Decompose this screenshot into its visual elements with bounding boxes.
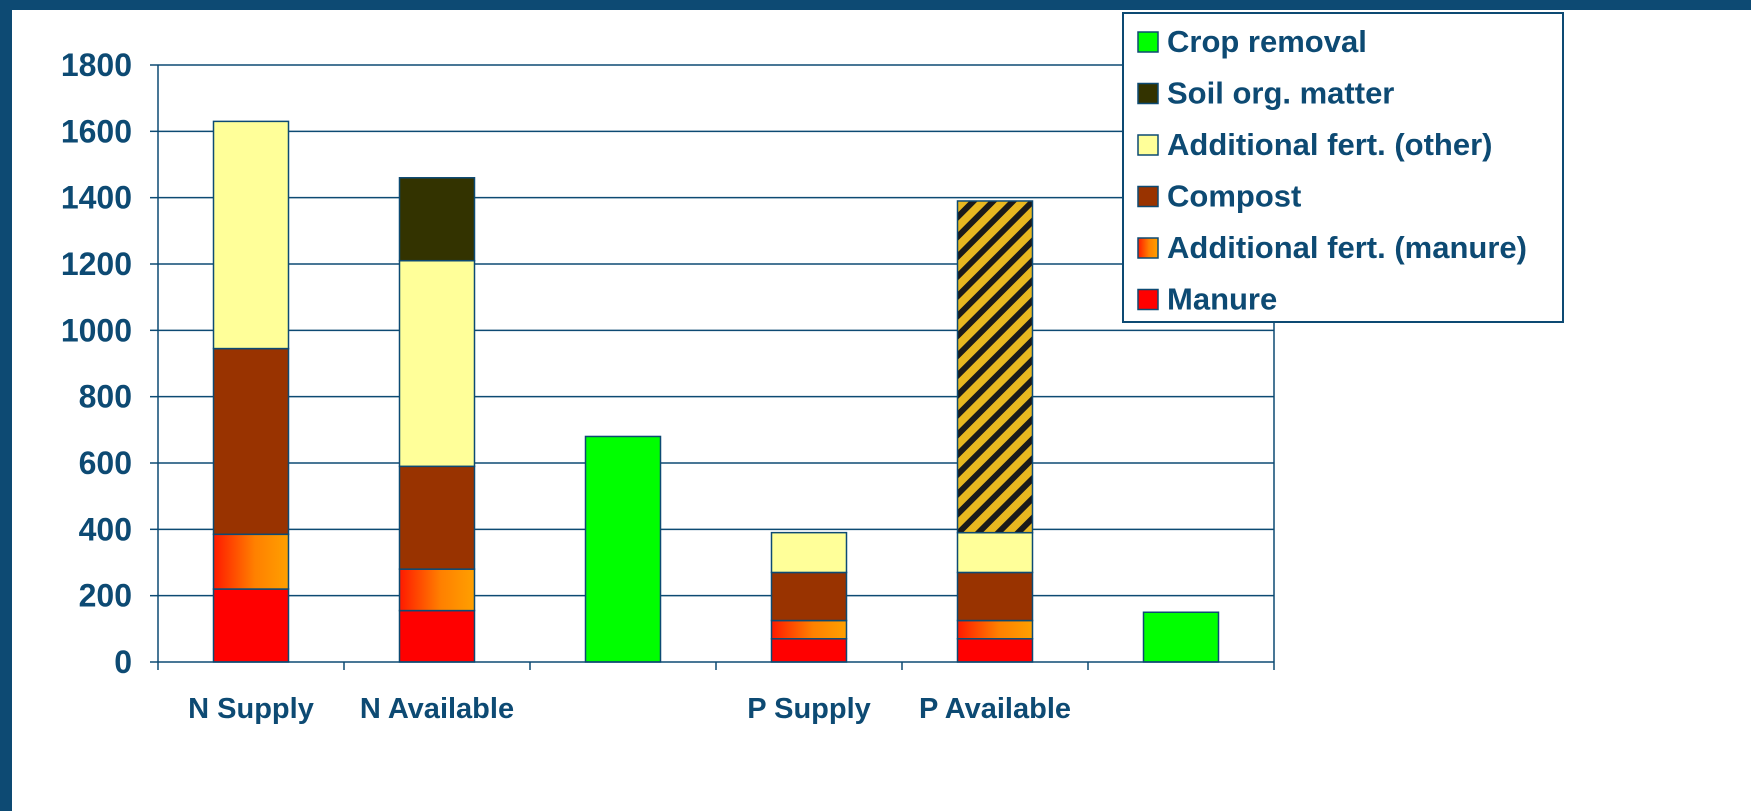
bar-segment [956, 200, 1034, 534]
bar-segment [770, 571, 848, 622]
legend-item: Manure [1137, 282, 1277, 317]
x-axis-tick-labels: N Supply N Available P Supply P Available [188, 693, 1071, 725]
legend-swatch [1137, 82, 1159, 105]
legend-swatch [1137, 185, 1159, 208]
y-tick-label: 1400 [61, 180, 132, 216]
y-tick-label: 1200 [61, 246, 132, 282]
bar-segment [398, 259, 476, 468]
y-tick-label: 1000 [61, 312, 132, 348]
bar-segment [956, 571, 1034, 622]
bar-segment [770, 619, 848, 640]
gridlines [158, 64, 1274, 597]
y-tick-label: 1600 [61, 113, 132, 149]
bar-segment [212, 533, 290, 590]
y-tick-label: 800 [79, 379, 132, 415]
y-axis-tick-labels: 0 200 400 600 800 1000 1200 1400 1600 1800 [61, 47, 132, 680]
legend-item: Additional fert. (manure) [1137, 230, 1527, 265]
legend-item: Compost [1137, 179, 1301, 214]
x-tick-label: P Available [919, 693, 1071, 725]
stacked-bar-chart: 0 200 400 600 800 1000 1200 1400 1600 1800 N Supp… [61, 12, 1564, 725]
bar-segment [956, 638, 1034, 663]
legend-swatch [1137, 31, 1159, 53]
legend-swatch [1137, 134, 1159, 156]
bars [212, 120, 1220, 663]
legend-label: Compost [1167, 179, 1301, 214]
legend-box [1122, 12, 1564, 323]
chart-area: 0 200 400 600 800 1000 1200 1400 1600 1800 N Supp… [12, 10, 1751, 811]
bar-segment [1142, 611, 1220, 663]
bar-segment [398, 177, 476, 262]
legend-item: Crop removal [1137, 24, 1367, 59]
legend-swatch [1137, 288, 1159, 311]
y-tick-label: 600 [79, 445, 132, 481]
y-tick-label: 0 [114, 644, 132, 680]
y-tick-label: 200 [79, 578, 132, 614]
bar-segment [398, 568, 476, 612]
bar-segment [770, 531, 848, 574]
bar-segment [584, 435, 662, 663]
x-tick-label: N Available [360, 693, 514, 725]
x-tick-label: P Supply [747, 693, 871, 725]
bar-segment [212, 588, 290, 663]
legend-label: Additional fert. (other) [1167, 127, 1492, 162]
legend-label: Soil org. matter [1167, 76, 1394, 111]
legend-swatch [1137, 237, 1159, 259]
legend-label: Additional fert. (manure) [1167, 230, 1527, 265]
legend-label: Manure [1167, 282, 1277, 317]
bar-segment [212, 120, 290, 350]
bar-segment [956, 531, 1034, 574]
y-tick-label: 400 [79, 511, 132, 547]
bar-segment [398, 609, 476, 663]
bar-segment [770, 638, 848, 663]
axes [150, 64, 1275, 670]
legend-item: Additional fert. (other) [1137, 127, 1492, 162]
y-tick-label: 1800 [61, 47, 132, 83]
bar-segment [398, 465, 476, 570]
legend-label: Crop removal [1167, 24, 1367, 59]
bar-segment [212, 347, 290, 536]
legend: Crop removal Soil org. matter Additional f… [1122, 12, 1564, 323]
legend-item: Soil org. matter [1137, 76, 1394, 111]
x-tick-label: N Supply [188, 693, 314, 725]
bar-segment [956, 619, 1034, 640]
